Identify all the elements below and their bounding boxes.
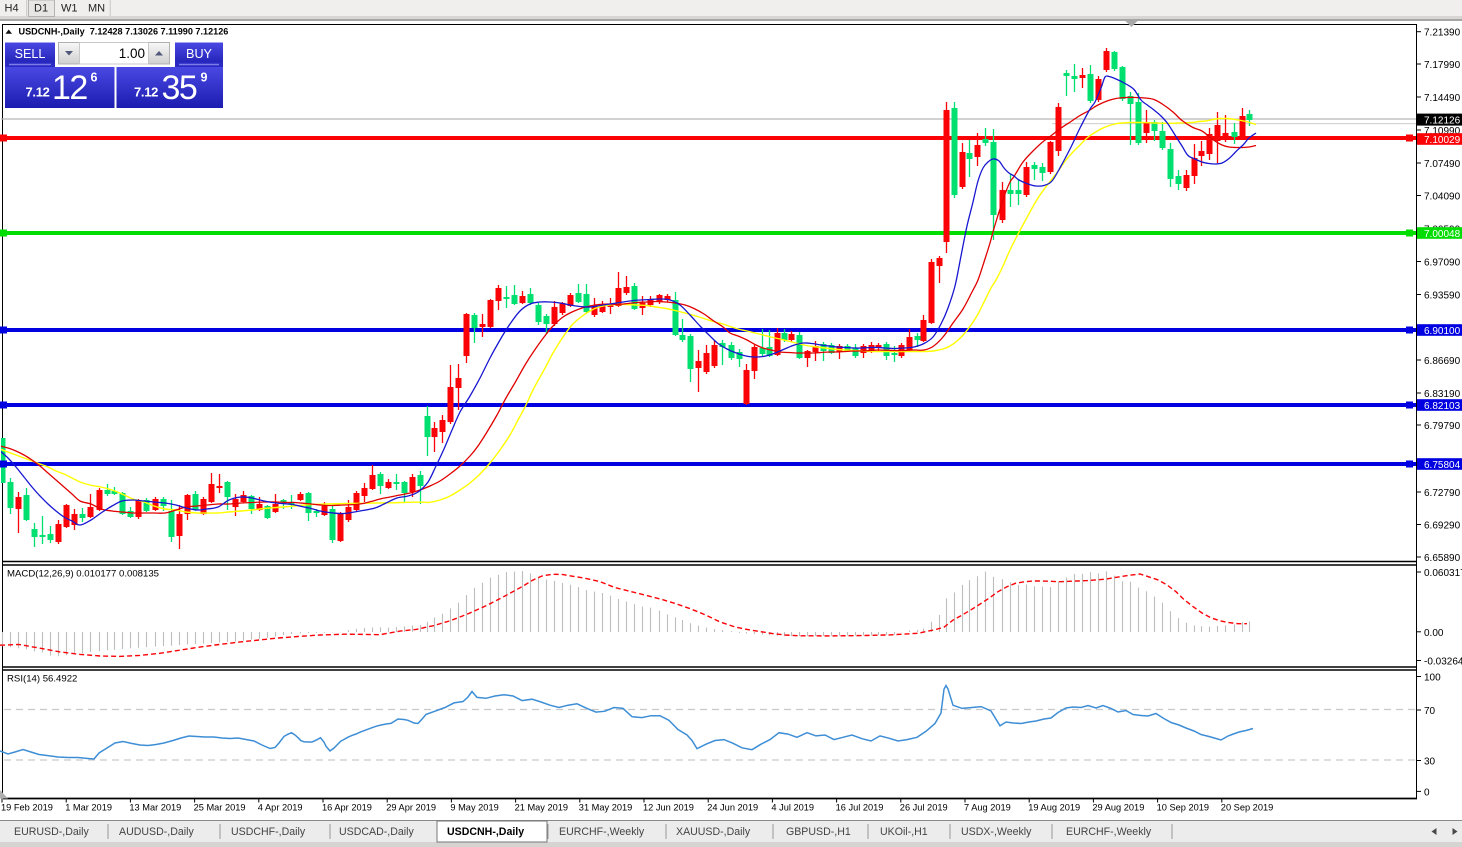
svg-text:6.82103: 6.82103 [1424,401,1461,412]
svg-text:7.17990: 7.17990 [1424,60,1461,71]
svg-text:7.10029: 7.10029 [1424,135,1461,146]
svg-text:100: 100 [1424,673,1441,684]
svg-text:USDCNH-,Daily 7.12428 7.13026: USDCNH-,Daily 7.12428 7.13026 7.11990 7.… [19,27,229,37]
svg-text:7.21390: 7.21390 [1424,28,1461,39]
svg-text:USDX-,Weekly: USDX-,Weekly [961,826,1032,838]
svg-text:6.65890: 6.65890 [1424,553,1461,564]
svg-text:-0.032648: -0.032648 [1424,657,1462,668]
svg-text:H4: H4 [5,3,19,15]
svg-text:6.93590: 6.93590 [1424,291,1461,302]
svg-text:30: 30 [1424,757,1436,768]
svg-text:10 Sep 2019: 10 Sep 2019 [1157,803,1209,813]
svg-text:6.97090: 6.97090 [1424,258,1461,269]
svg-text:7.12126: 7.12126 [1424,116,1461,127]
svg-text:0: 0 [1424,787,1430,798]
svg-text:12: 12 [52,69,87,107]
svg-text:0.060317: 0.060317 [1424,568,1462,579]
svg-text:UKOil-,H1: UKOil-,H1 [880,826,928,838]
svg-text:26 Jul 2019: 26 Jul 2019 [900,803,948,813]
svg-text:USDCNH-,Daily: USDCNH-,Daily [447,826,524,838]
svg-text:21 May 2019: 21 May 2019 [515,803,568,813]
svg-text:USDCAD-,Daily: USDCAD-,Daily [339,826,414,838]
svg-text:16 Jul 2019: 16 Jul 2019 [836,803,884,813]
svg-text:D1: D1 [34,3,48,15]
svg-text:MN: MN [88,3,105,15]
svg-text:6: 6 [91,71,98,85]
svg-text:19 Feb 2019: 19 Feb 2019 [1,803,53,813]
svg-text:6.69290: 6.69290 [1424,521,1461,532]
svg-text:SELL: SELL [15,47,46,61]
svg-text:29 Aug 2019: 29 Aug 2019 [1092,803,1144,813]
svg-text:6.72790: 6.72790 [1424,488,1461,499]
svg-text:31 May 2019: 31 May 2019 [579,803,632,813]
svg-text:7.12: 7.12 [134,85,158,100]
svg-text:9 May 2019: 9 May 2019 [450,803,498,813]
svg-text:35: 35 [162,69,197,107]
svg-text:12 Jun 2019: 12 Jun 2019 [643,803,694,813]
svg-text:EURCHF-,Weekly: EURCHF-,Weekly [1066,826,1152,838]
svg-text:6.86690: 6.86690 [1424,356,1461,367]
svg-text:BUY: BUY [186,47,212,61]
svg-text:MACD(12,26,9) 0.010177 0.00813: MACD(12,26,9) 0.010177 0.008135 [7,569,159,580]
svg-text:7.04090: 7.04090 [1424,192,1461,203]
svg-text:6.90100: 6.90100 [1424,326,1461,337]
svg-text:7.07490: 7.07490 [1424,159,1461,170]
svg-text:7.12: 7.12 [26,85,50,100]
svg-text:RSI(14) 56.4922: RSI(14) 56.4922 [7,674,77,685]
svg-text:6.83190: 6.83190 [1424,389,1461,400]
svg-text:EURUSD-,Daily: EURUSD-,Daily [14,826,89,838]
svg-text:W1: W1 [61,3,78,15]
svg-text:1 Mar 2019: 1 Mar 2019 [65,803,112,813]
svg-text:USDCHF-,Daily: USDCHF-,Daily [231,826,306,838]
svg-text:6.79790: 6.79790 [1424,421,1461,432]
svg-text:1.00: 1.00 [119,46,145,61]
svg-text:7 Aug 2019: 7 Aug 2019 [964,803,1011,813]
svg-text:9: 9 [201,71,208,85]
svg-text:7.10990: 7.10990 [1424,126,1461,137]
svg-text:XAUUSD-,Daily: XAUUSD-,Daily [676,826,751,838]
svg-text:AUDUSD-,Daily: AUDUSD-,Daily [119,826,194,838]
svg-text:25 Mar 2019: 25 Mar 2019 [194,803,246,813]
svg-text:4 Apr 2019: 4 Apr 2019 [258,803,303,813]
svg-text:24 Jun 2019: 24 Jun 2019 [707,803,758,813]
svg-text:GBPUSD-,H1: GBPUSD-,H1 [786,826,851,838]
svg-text:29 Apr 2019: 29 Apr 2019 [386,803,436,813]
svg-text:7.00048: 7.00048 [1424,229,1461,240]
svg-text:13 Mar 2019: 13 Mar 2019 [129,803,181,813]
svg-text:70: 70 [1424,706,1436,717]
svg-text:6.75804: 6.75804 [1424,460,1461,471]
svg-text:4 Jul 2019: 4 Jul 2019 [771,803,814,813]
svg-text:16 Apr 2019: 16 Apr 2019 [322,803,372,813]
svg-text:EURCHF-,Weekly: EURCHF-,Weekly [559,826,645,838]
svg-text:20 Sep 2019: 20 Sep 2019 [1221,803,1273,813]
svg-text:0.00: 0.00 [1424,628,1444,639]
svg-text:19 Aug 2019: 19 Aug 2019 [1028,803,1080,813]
svg-text:7.14490: 7.14490 [1424,93,1461,104]
